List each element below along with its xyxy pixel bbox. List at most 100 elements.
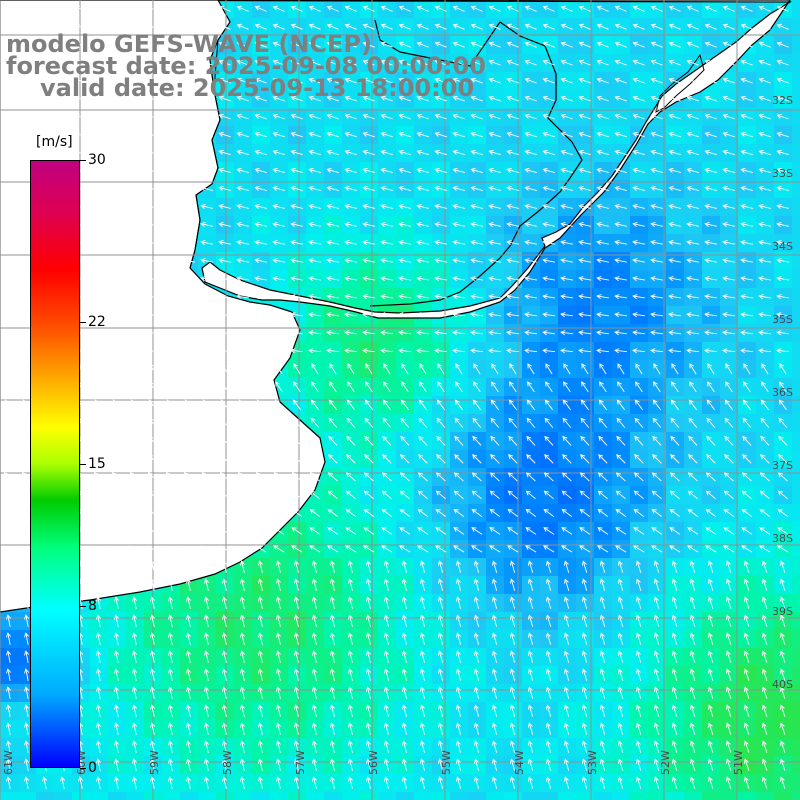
speed-cell [612,792,631,800]
speed-cell [792,162,800,181]
speed-cell [792,0,800,19]
speed-cell [540,792,559,800]
speed-cell [774,792,793,800]
speed-cell [162,792,181,800]
speed-cell [792,72,800,91]
speed-cell [792,234,800,253]
speed-cell [792,630,800,649]
speed-cell [792,720,800,739]
speed-cell [234,792,253,800]
speed-cell [594,792,613,800]
speed-cell [792,594,800,613]
speed-cell [792,108,800,127]
speed-cell [18,792,37,800]
longitude-label: 57W [294,750,307,775]
speed-cell [792,414,800,433]
speed-cell [792,324,800,343]
speed-cell [792,180,800,199]
speed-cell [504,792,523,800]
colorbar-tick [80,322,86,324]
latitude-label: 33S [772,167,793,180]
speed-cell [792,432,800,451]
speed-cell [792,702,800,721]
speed-cell [0,792,19,800]
latitude-label: 32S [772,94,793,107]
speed-cell [792,738,800,757]
speed-cell [468,792,487,800]
speed-cell [342,792,361,800]
speed-cell [792,648,800,667]
colorbar-tick-label: 8 [88,597,97,614]
speed-cell [792,144,800,163]
speed-cell [666,792,685,800]
speed-cell [792,396,800,415]
speed-cell [792,216,800,235]
speed-cell [522,792,541,800]
speed-cell [720,792,739,800]
colorbar-tick-label: 22 [88,314,106,331]
colorbar-unit: [m/s] [34,134,75,150]
speed-cell [792,270,800,289]
speed-cell [792,612,800,631]
speed-cell [792,522,800,541]
speed-cell [252,792,271,800]
speed-cell [180,792,199,800]
speed-cell [792,504,800,523]
speed-cell [756,792,775,800]
speed-cell [792,576,800,595]
longitude-label: 52W [659,750,672,775]
latitude-label: 39S [772,605,793,618]
speed-cell [684,792,703,800]
valid-date: valid date: 2025-09-13 18:00:00 [40,74,475,102]
speed-cell [792,684,800,703]
speed-cell [792,18,800,37]
colorbar-tick [80,605,86,607]
speed-cell [450,792,469,800]
speed-cell [792,378,800,397]
colorbar-tick [80,768,86,769]
speed-cell [72,792,91,800]
speed-cell [558,792,577,800]
longitude-label: 55W [440,750,453,775]
speed-cell [738,792,757,800]
colorbar-tick-label: 15 [88,456,106,472]
colorbar [30,160,80,768]
speed-cell [396,792,415,800]
speed-cell [216,792,235,800]
speed-cell [792,342,800,361]
speed-cell [306,792,325,800]
latitude-label: 37S [772,459,793,472]
longitude-label: 61W [2,750,15,775]
speed-cell [792,360,800,379]
latitude-label: 35S [772,313,793,326]
speed-cell [792,468,800,487]
speed-cell [792,486,800,505]
latitude-label: 40S [772,678,793,691]
speed-cell [126,792,145,800]
speed-cell [198,792,217,800]
speed-cell [792,666,800,685]
speed-cell [792,54,800,73]
speed-cell [90,792,109,800]
speed-cell [792,198,800,217]
speed-cell [270,792,289,800]
speed-cell [630,792,649,800]
speed-cell [576,792,595,800]
speed-cell [414,792,433,800]
colorbar-tick [80,160,86,161]
speed-cell [360,792,379,800]
speed-cell [486,792,505,800]
speed-cell [288,792,307,800]
latitude-label: 38S [772,532,793,545]
speed-cell [432,792,451,800]
speed-cell [792,450,800,469]
longitude-label: 54W [513,750,526,775]
speed-cell [792,540,800,559]
latitude-label: 34S [772,240,793,253]
speed-cell [792,306,800,325]
speed-cell [36,792,55,800]
speed-cell [792,558,800,577]
speed-cell [702,792,721,800]
speed-cell [792,756,800,775]
